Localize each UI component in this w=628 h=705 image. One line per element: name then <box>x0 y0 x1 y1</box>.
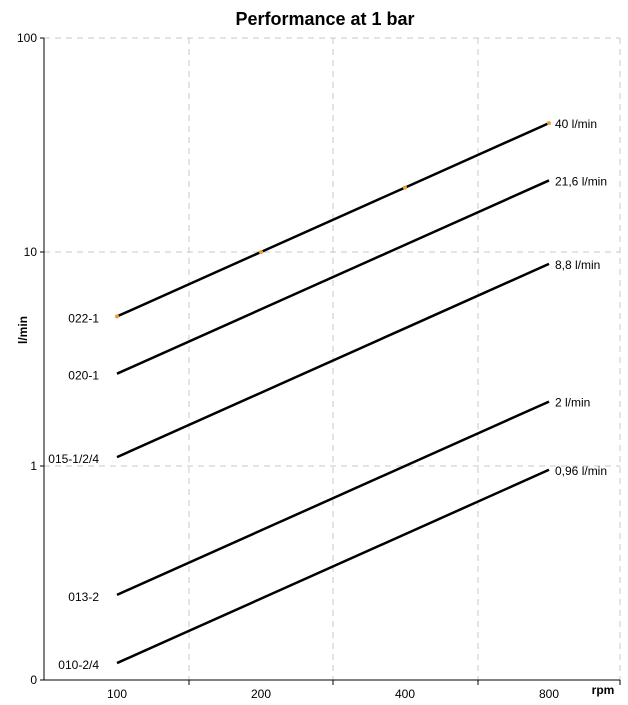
chart-title: Performance at 1 bar <box>235 9 414 29</box>
x-tick-label: 800 <box>539 687 559 701</box>
x-tick-label: 100 <box>107 687 127 701</box>
series-013-2 <box>116 400 550 596</box>
series-end-label: 40 l/min <box>555 117 597 131</box>
series-name-label: 015-1/2/4 <box>48 452 99 466</box>
y-axis-label: l/min <box>16 316 30 344</box>
series-022-1 <box>115 121 551 319</box>
series-line <box>116 400 550 596</box>
series-015-1-2-4 <box>116 262 550 459</box>
series-group <box>115 121 551 665</box>
series-end-label: 0,96 l/min <box>555 464 607 478</box>
data-point <box>259 250 263 254</box>
labels: 0 1 10 100 100 200 400 800 022-1 40 l/min 020-1 21,… <box>17 31 607 701</box>
series-020-1 <box>116 179 550 375</box>
series-end-label: 8,8 l/min <box>555 258 600 272</box>
series-end-label: 2 l/min <box>555 396 590 410</box>
grid <box>44 37 621 680</box>
series-line <box>116 262 550 459</box>
y-tick-label: 10 <box>24 245 38 259</box>
series-line <box>116 179 550 375</box>
series-line <box>116 468 550 665</box>
data-point <box>115 314 119 319</box>
series-010-2-4 <box>116 468 550 665</box>
series-name-label: 022-1 <box>68 311 99 325</box>
series-name-label: 010-2/4 <box>58 658 99 672</box>
series-line <box>116 122 550 318</box>
series-end-label: 21,6 l/min <box>555 174 607 188</box>
x-axis-label: rpm <box>592 683 615 697</box>
x-tick-label: 400 <box>395 687 415 701</box>
y-tick-label: 1 <box>30 459 37 473</box>
data-point <box>403 185 407 190</box>
series-name-label: 020-1 <box>68 369 99 383</box>
data-point <box>547 121 551 126</box>
series-name-label: 013-2 <box>68 590 99 604</box>
y-tick-label: 0 <box>30 673 37 687</box>
axes <box>40 37 621 685</box>
x-tick-label: 200 <box>251 687 271 701</box>
y-tick-label: 100 <box>17 31 37 45</box>
